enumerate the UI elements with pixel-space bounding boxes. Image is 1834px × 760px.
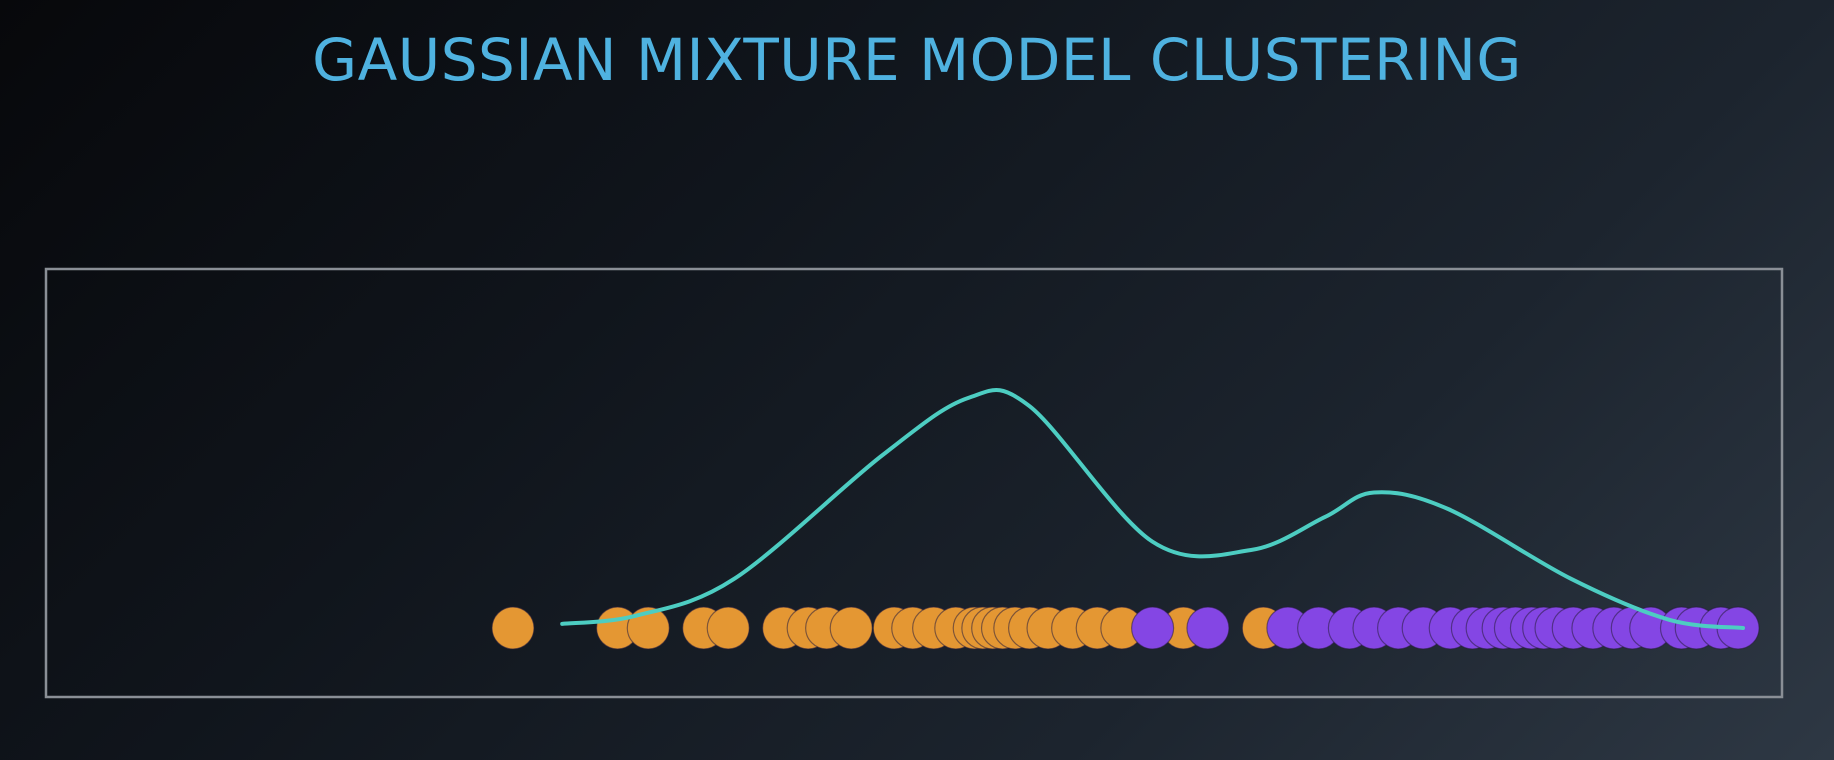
- plot-box: [44, 267, 1784, 699]
- cluster-b-point-1: [1186, 606, 1230, 650]
- cluster-b-point-0: [1130, 606, 1175, 650]
- cluster-a-point-0: [491, 606, 535, 650]
- page-title: GAUSSIAN MIXTURE MODEL CLUSTERING: [312, 26, 1522, 94]
- cluster-a-point-4: [706, 606, 750, 650]
- cluster-a-points: [491, 606, 1285, 650]
- density-curve: [560, 388, 1745, 630]
- cluster-a-point-8: [829, 606, 873, 650]
- cluster-b-points: [1130, 606, 1760, 650]
- cluster-a-point-2: [626, 606, 670, 650]
